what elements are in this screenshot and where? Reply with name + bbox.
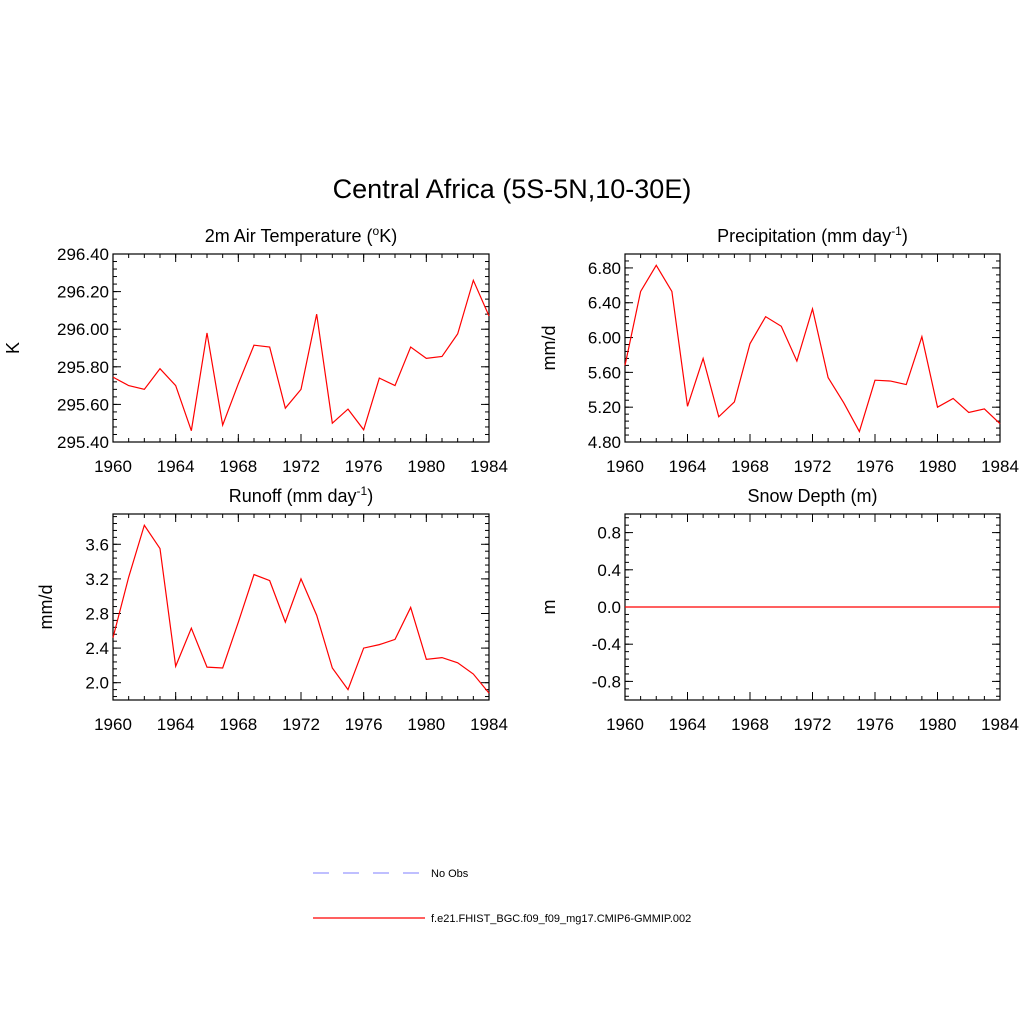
x-tick-label: 1964 xyxy=(157,715,195,734)
y-tick-label: 2.4 xyxy=(85,639,109,658)
y-tick-label: 0.8 xyxy=(597,524,621,543)
x-tick-label: 1960 xyxy=(94,715,132,734)
panel-title: 2m Air Temperature (oK) xyxy=(205,224,397,246)
page-title: Central Africa (5S-5N,10-30E) xyxy=(332,174,692,204)
series-line xyxy=(112,278,490,432)
plot-frame xyxy=(112,513,490,701)
y-axis-label: m xyxy=(539,600,559,615)
x-tick-label: 1980 xyxy=(407,457,445,476)
x-tick-label: 1968 xyxy=(219,457,257,476)
series-line xyxy=(624,264,1001,434)
y-tick-label: 0.0 xyxy=(597,598,621,617)
y-tick-label: 5.20 xyxy=(588,398,621,417)
y-tick-label: 5.60 xyxy=(588,363,621,382)
x-tick-label: 1972 xyxy=(794,457,832,476)
y-tick-label: 6.80 xyxy=(588,259,621,278)
y-axis-label: mm/d xyxy=(36,585,56,630)
x-tick-label: 1960 xyxy=(94,457,132,476)
y-tick-label: 296.20 xyxy=(57,283,109,302)
series-line xyxy=(112,523,490,694)
x-tick-label: 1972 xyxy=(282,457,320,476)
x-tick-label: 1968 xyxy=(731,715,769,734)
y-tick-label: 6.00 xyxy=(588,329,621,348)
y-tick-label: 6.40 xyxy=(588,294,621,313)
x-tick-label: 1972 xyxy=(282,715,320,734)
y-tick-label: 3.6 xyxy=(85,535,109,554)
x-tick-label: 1976 xyxy=(345,457,383,476)
x-tick-label: 1976 xyxy=(856,715,894,734)
plot-frame xyxy=(112,253,490,443)
panel-snow: 1960 1964 1968 1972 1976 1980 1984 -0.8 -0.4 0.0 0… xyxy=(539,486,1019,734)
legend: No Obs f.e21.FHIST_BGC.f09_f09_mg17.CMIP6… xyxy=(313,868,691,925)
y-tick-label: 2.0 xyxy=(85,674,109,693)
x-tick-label: 1968 xyxy=(731,457,769,476)
x-tick-label: 1984 xyxy=(470,457,508,476)
x-tick-label: 1980 xyxy=(919,457,957,476)
legend-label-obs: No Obs xyxy=(431,868,469,880)
panel-title: Snow Depth (m) xyxy=(747,486,877,506)
x-tick-label: 1984 xyxy=(981,457,1019,476)
x-tick-label: 1964 xyxy=(157,457,195,476)
panel-runoff: 1960 1964 1968 1972 1976 1980 1984 2.0 2.4 2.8 3.2… xyxy=(36,484,508,734)
y-tick-label: -0.8 xyxy=(592,672,621,691)
x-tick-label: 1984 xyxy=(470,715,508,734)
y-tick-label: 3.2 xyxy=(85,570,109,589)
panel-title: Runoff (mm day-1) xyxy=(229,484,373,506)
plot-frame xyxy=(624,253,1001,443)
x-tick-label: 1980 xyxy=(919,715,957,734)
y-tick-label: -0.4 xyxy=(592,635,621,654)
x-tick-label: 1972 xyxy=(794,715,832,734)
y-axis-label: mm/d xyxy=(539,326,559,371)
panel-precip: 1960 1964 1968 1972 1976 1980 1984 4.80 5.20 5.60… xyxy=(539,224,1019,476)
y-tick-label: 0.4 xyxy=(597,561,621,580)
y-tick-label: 2.8 xyxy=(85,604,109,623)
y-tick-label: 295.40 xyxy=(57,433,109,452)
y-tick-label: 295.80 xyxy=(57,358,109,377)
x-tick-label: 1960 xyxy=(606,715,644,734)
panel-title: Precipitation (mm day-1) xyxy=(717,224,908,246)
x-tick-label: 1964 xyxy=(669,457,707,476)
x-tick-label: 1984 xyxy=(981,715,1019,734)
x-tick-label: 1960 xyxy=(606,457,644,476)
y-tick-label: 296.00 xyxy=(57,320,109,339)
x-tick-label: 1976 xyxy=(856,457,894,476)
x-tick-label: 1976 xyxy=(345,715,383,734)
legend-label-model: f.e21.FHIST_BGC.f09_f09_mg17.CMIP6-GMMIP… xyxy=(431,913,691,925)
panel-tas: 1960 1964 1968 1972 1976 1980 1984 295.40 295.60… xyxy=(3,224,508,476)
x-tick-label: 1968 xyxy=(219,715,257,734)
y-axis-label: K xyxy=(3,342,23,354)
y-tick-label: 295.60 xyxy=(57,395,109,414)
y-tick-label: 296.40 xyxy=(57,245,109,264)
x-tick-label: 1964 xyxy=(669,715,707,734)
x-tick-label: 1980 xyxy=(407,715,445,734)
y-tick-label: 4.80 xyxy=(588,433,621,452)
